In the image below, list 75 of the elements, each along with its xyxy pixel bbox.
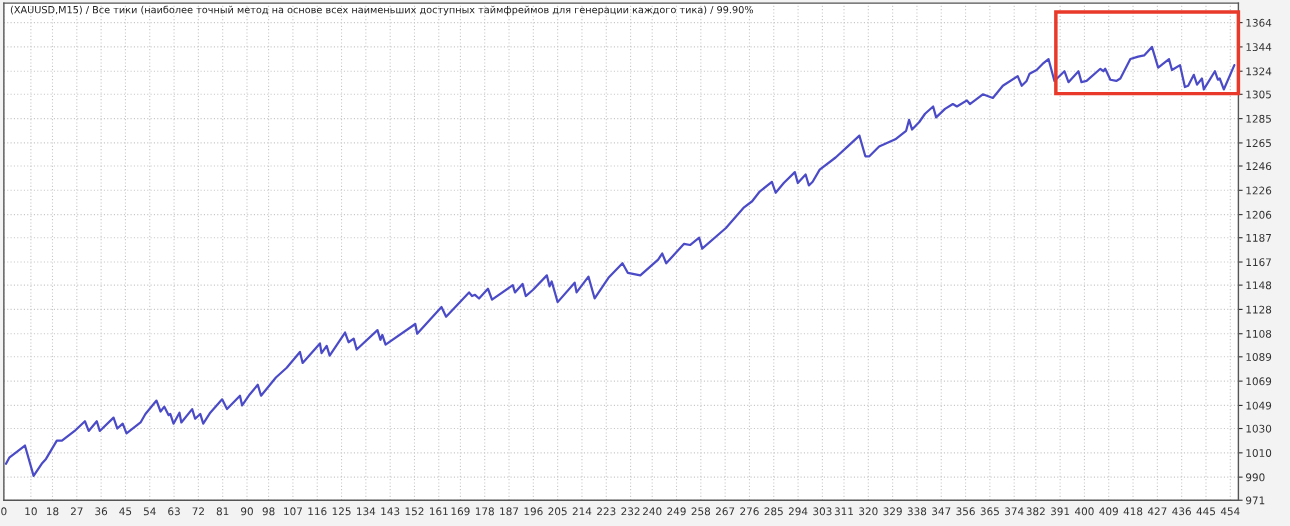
y-tick-label: 971 bbox=[1246, 496, 1265, 505]
x-tick-label: 427 bbox=[1147, 507, 1167, 516]
x-tick-label: 232 bbox=[621, 507, 640, 516]
x-tick-label: 382 bbox=[1026, 507, 1045, 516]
x-tick-label: 285 bbox=[764, 507, 783, 516]
x-tick-label: 0 bbox=[1, 507, 7, 516]
y-tick-label: 1344 bbox=[1246, 43, 1272, 52]
x-tick-label: 356 bbox=[956, 507, 975, 516]
x-tick-label: 161 bbox=[429, 507, 448, 516]
x-tick-label: 276 bbox=[740, 507, 759, 516]
y-tick-label: 1108 bbox=[1246, 329, 1272, 338]
y-tick-label: 990 bbox=[1246, 473, 1265, 482]
y-tick-label: 1049 bbox=[1246, 401, 1272, 410]
x-tick-label: 36 bbox=[95, 507, 108, 516]
x-tick-label: 178 bbox=[475, 507, 494, 516]
y-tick-label: 1364 bbox=[1246, 18, 1272, 27]
x-tick-label: 418 bbox=[1123, 507, 1143, 516]
x-tick-label: 223 bbox=[597, 507, 616, 516]
x-tick-label: 143 bbox=[381, 507, 400, 516]
y-tick-label: 1246 bbox=[1246, 162, 1272, 171]
y-tick-label: 1187 bbox=[1246, 233, 1271, 242]
x-tick-label: 125 bbox=[332, 507, 351, 516]
y-tick-label: 1324 bbox=[1246, 67, 1272, 76]
x-tick-label: 338 bbox=[907, 507, 927, 516]
x-tick-label: 258 bbox=[691, 507, 711, 516]
y-tick-label: 1226 bbox=[1246, 186, 1272, 195]
x-tick-label: 365 bbox=[980, 507, 999, 516]
x-tick-label: 134 bbox=[357, 507, 376, 516]
x-tick-label: 169 bbox=[451, 507, 470, 516]
y-tick-label: 1167 bbox=[1246, 258, 1271, 267]
x-tick-label: 294 bbox=[788, 507, 808, 516]
x-tick-label: 303 bbox=[813, 507, 832, 516]
x-tick-label: 391 bbox=[1050, 507, 1070, 516]
y-tick-label: 1069 bbox=[1246, 377, 1272, 386]
x-tick-label: 116 bbox=[308, 507, 327, 516]
y-tick-label: 1285 bbox=[1246, 114, 1271, 123]
x-tick-label: 72 bbox=[192, 507, 204, 516]
x-tick-label: 63 bbox=[168, 507, 180, 516]
x-tick-label: 320 bbox=[859, 507, 878, 516]
x-tick-label: 27 bbox=[70, 507, 83, 516]
y-tick-label: 1206 bbox=[1246, 210, 1272, 219]
x-tick-label: 454 bbox=[1220, 507, 1240, 516]
x-tick-label: 445 bbox=[1196, 507, 1216, 516]
x-tick-label: 329 bbox=[883, 507, 902, 516]
x-tick-label: 267 bbox=[715, 507, 735, 516]
y-tick-label: 1305 bbox=[1246, 90, 1271, 99]
x-tick-label: 409 bbox=[1099, 507, 1118, 516]
x-tick-label: 18 bbox=[47, 507, 59, 516]
x-tick-label: 311 bbox=[834, 507, 853, 516]
x-tick-label: 98 bbox=[262, 507, 275, 516]
x-tick-label: 196 bbox=[524, 507, 543, 516]
x-tick-label: 152 bbox=[405, 507, 424, 516]
x-tick-label: 107 bbox=[284, 507, 302, 516]
x-tick-label: 400 bbox=[1074, 507, 1094, 516]
x-tick-label: 436 bbox=[1172, 507, 1191, 516]
x-tick-label: 205 bbox=[548, 507, 567, 516]
x-tick-label: 240 bbox=[643, 507, 662, 516]
line-series bbox=[4, 45, 1236, 478]
x-tick-label: 249 bbox=[667, 507, 686, 516]
y-tick-label: 1148 bbox=[1246, 281, 1272, 290]
x-tick-label: 187 bbox=[500, 507, 519, 516]
x-tick-label: 90 bbox=[241, 507, 253, 516]
y-tick-label: 1265 bbox=[1246, 139, 1271, 148]
y-tick-label: 1030 bbox=[1246, 424, 1272, 433]
x-tick-label: 214 bbox=[572, 507, 592, 516]
x-tick-label: 81 bbox=[216, 507, 229, 516]
x-tick-label: 10 bbox=[25, 507, 37, 516]
y-tick-label: 1128 bbox=[1246, 305, 1272, 314]
y-tick-label: 1089 bbox=[1246, 353, 1272, 361]
x-tick-label: 347 bbox=[932, 507, 951, 516]
x-tick-label: 374 bbox=[1005, 507, 1024, 516]
chart-title: (XAUUSD,M15) / Все тики (наиболее точный метод на основе всех наименьших доступных таймфреймов для генерации каждого тика) / 99.90% bbox=[10, 5, 754, 16]
y-tick-label: 1010 bbox=[1246, 449, 1272, 457]
x-tick-label: 54 bbox=[143, 507, 156, 516]
x-tick-label: 45 bbox=[119, 507, 132, 516]
